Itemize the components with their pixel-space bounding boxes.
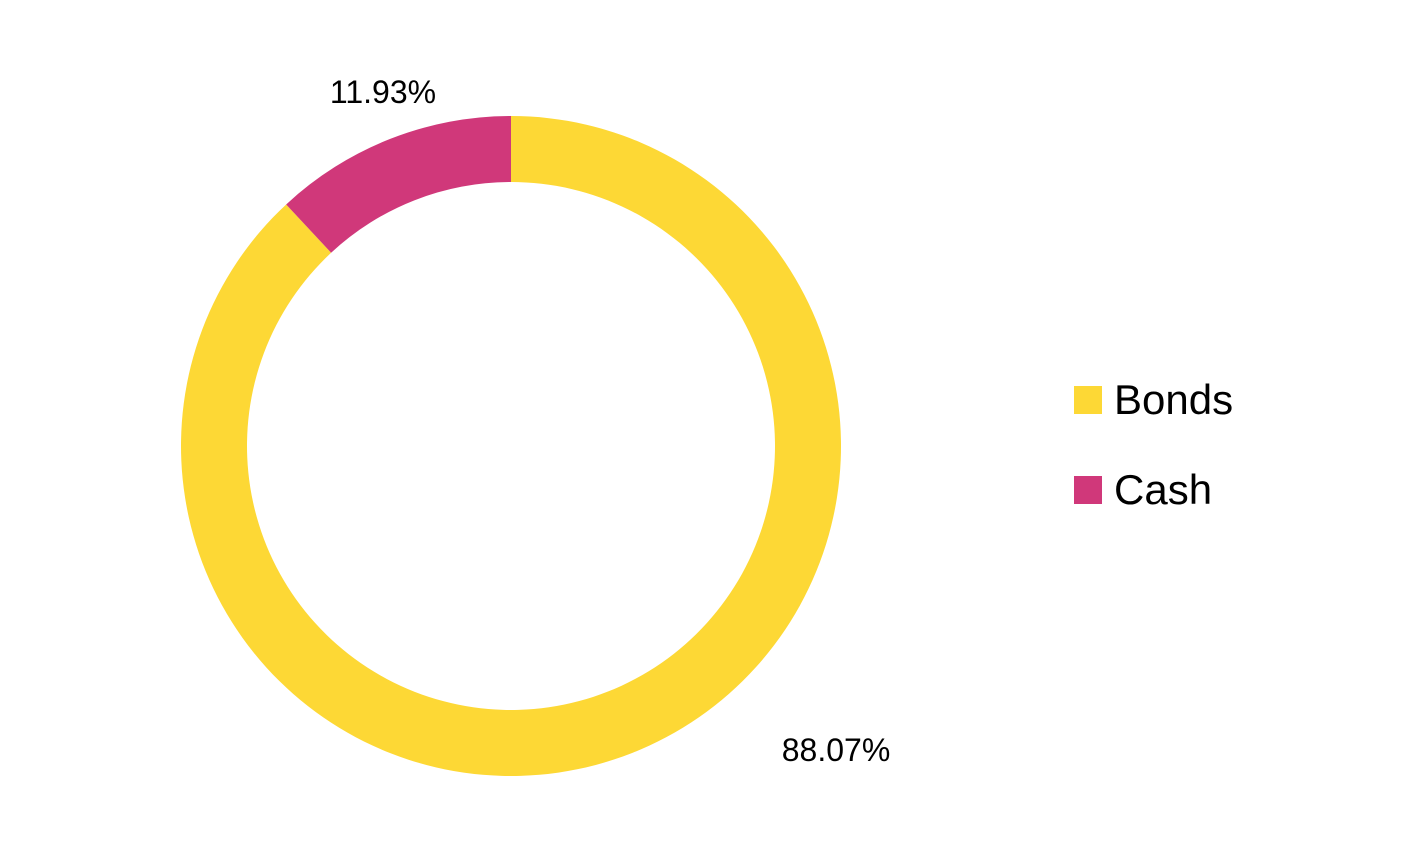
legend-swatch-bonds [1074,386,1102,414]
legend-item-bonds[interactable]: Bonds [1074,372,1233,428]
legend-label-cash: Cash [1114,466,1213,513]
slice-cash[interactable] [286,116,511,253]
chart-legend: Bonds Cash [1074,372,1233,552]
slice-label-cash: 11.93% [330,74,436,110]
legend-swatch-cash [1074,476,1102,504]
slice-bonds[interactable] [180,116,842,776]
slice-label-bonds: 88.07% [782,732,891,768]
donut-slices [180,116,842,776]
legend-item-cash[interactable]: Cash [1074,462,1233,518]
legend-label-bonds: Bonds [1114,376,1234,423]
